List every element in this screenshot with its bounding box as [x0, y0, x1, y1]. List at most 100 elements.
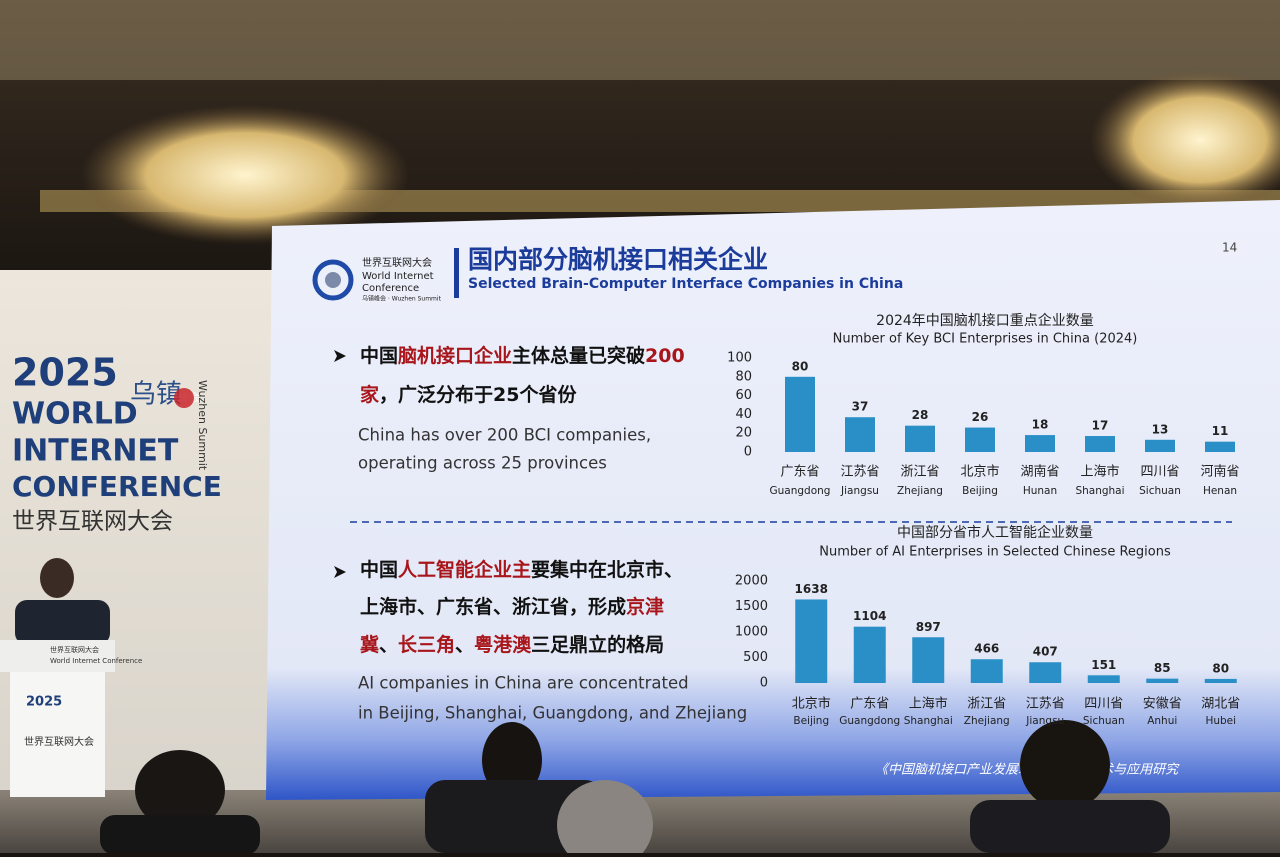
- page-number: 14: [1222, 241, 1237, 255]
- podium-year: 2025: [26, 695, 62, 710]
- value-label: 466: [974, 642, 999, 656]
- ceiling-panel: [0, 0, 1280, 80]
- value-label: 85: [1154, 661, 1171, 675]
- x-tick-label-en: Beijing: [793, 715, 829, 727]
- x-tick-label-en: Jiangsu: [1025, 715, 1064, 727]
- audience: [135, 750, 225, 830]
- logo-en: World Internet: [362, 271, 434, 282]
- audience: [1020, 720, 1110, 810]
- bullet-segment: 三足鼎立的格局: [531, 633, 664, 656]
- x-tick-label: 四川省: [1084, 697, 1123, 712]
- chart-title: 2024年中国脑机接口重点企业数量: [876, 312, 1094, 329]
- bar: [912, 637, 945, 683]
- podium-en: World Internet Conference: [50, 657, 142, 665]
- logo-en: Conference: [362, 283, 419, 294]
- bullet-segment: 中国: [360, 344, 398, 367]
- value-label: 1638: [795, 582, 828, 596]
- podium-cn2: 世界互联网大会: [24, 735, 94, 748]
- audience: [557, 780, 653, 857]
- banner-summit-en: Wuzhen Summit: [196, 380, 209, 471]
- y-tick-label: 40: [735, 407, 752, 422]
- x-tick-label-en: Hubei: [1205, 715, 1236, 727]
- x-tick-label: 浙江省: [967, 697, 1006, 712]
- value-label: 26: [972, 410, 989, 424]
- bullet-line: 上海市、广东省、浙江省，形成京津: [360, 595, 664, 618]
- bullet-segment: 粤港澳: [474, 633, 532, 656]
- bar: [1205, 441, 1235, 452]
- x-tick-label: 湖南省: [1020, 464, 1059, 480]
- value-label: 28: [912, 408, 929, 422]
- x-tick-label: 北京市: [960, 464, 999, 480]
- audience: [970, 800, 1170, 853]
- podium: [10, 672, 105, 797]
- bar: [853, 626, 886, 683]
- value-label: 11: [1212, 424, 1229, 438]
- slide-subtitle: Selected Brain-Computer Interface Compan…: [468, 276, 903, 292]
- bullet-en: in Beijing, Shanghai, Guangdong, and Zhe…: [358, 704, 747, 723]
- bullet-segment: 、: [455, 634, 474, 656]
- bar: [970, 659, 1003, 683]
- logo-summit: 乌镇峰会 · Wuzhen Summit: [362, 295, 442, 303]
- bullet-marker: [334, 350, 346, 362]
- value-label: 80: [1212, 661, 1229, 675]
- bullet-segment: 冀: [360, 633, 379, 656]
- x-tick-label: 湖北省: [1201, 697, 1240, 712]
- x-tick-label-en: Sichuan: [1083, 715, 1125, 727]
- value-label: 897: [916, 620, 941, 634]
- audience: [100, 815, 260, 855]
- chart-title: 中国部分省市人工智能企业数量: [897, 524, 1093, 541]
- x-tick-label-en: Guangdong: [839, 715, 900, 727]
- x-tick-label: 广东省: [780, 465, 819, 480]
- banner-year: 2025: [12, 351, 118, 395]
- banner-line: INTERNET: [12, 434, 179, 469]
- chart-subtitle: Number of Key BCI Enterprises in China (…: [833, 332, 1138, 347]
- speaker-head: [40, 558, 74, 598]
- bullet-en: China has over 200 BCI companies,: [358, 426, 651, 445]
- x-tick-label-en: Beijing: [962, 485, 998, 497]
- bar: [905, 425, 935, 452]
- bullet-en: AI companies in China are concentrated: [358, 674, 689, 693]
- bullet-segment: 200: [645, 345, 685, 367]
- x-tick-label: 河南省: [1200, 464, 1239, 480]
- bar: [845, 417, 875, 452]
- banner-cn: 世界互联网大会: [12, 509, 173, 535]
- banner-summit-cn: 乌镇: [130, 380, 182, 410]
- bullet-segment: 、: [379, 634, 398, 656]
- bar: [965, 427, 995, 452]
- speaker-body: [15, 600, 110, 645]
- bullet-segment: 要集中在北京市、: [531, 558, 683, 581]
- bullet-segment: 中国: [360, 558, 398, 581]
- logo: [312, 259, 354, 301]
- banner-line: WORLD: [12, 397, 138, 432]
- bullet-line: 冀、长三角、粤港澳三足鼎立的格局: [360, 633, 664, 656]
- value-label: 80: [792, 359, 809, 373]
- slide: [266, 200, 1280, 800]
- x-tick-label: 北京市: [792, 696, 831, 712]
- bar: [1085, 436, 1115, 452]
- y-tick-label: 60: [735, 388, 752, 403]
- seal: [174, 388, 194, 408]
- x-tick-label-en: Shanghai: [904, 715, 953, 727]
- x-tick-label-en: Henan: [1203, 485, 1237, 497]
- x-tick-label: 广东省: [850, 697, 889, 712]
- y-tick-label: 20: [735, 426, 752, 441]
- y-tick-label: 2000: [735, 574, 768, 589]
- logo-cn: 世界互联网大会: [362, 256, 432, 269]
- bar: [1146, 678, 1179, 683]
- x-tick-label-en: Shanghai: [1075, 485, 1124, 497]
- y-tick-label: 100: [727, 351, 752, 366]
- x-tick-label: 四川省: [1140, 465, 1179, 480]
- bullet-segment: ，广泛分布于25个省份: [379, 383, 577, 406]
- podium-cn: 世界互联网大会: [50, 645, 99, 654]
- title-bar: [454, 248, 459, 298]
- chandelier: [80, 105, 410, 245]
- x-tick-label-en: Guangdong: [770, 485, 831, 497]
- value-label: 1104: [853, 609, 886, 623]
- x-tick-label: 浙江省: [900, 465, 939, 480]
- bar: [1025, 435, 1055, 452]
- value-label: 13: [1152, 422, 1169, 436]
- value-label: 407: [1033, 645, 1058, 659]
- y-tick-label: 1000: [735, 625, 768, 640]
- x-tick-label-en: Anhui: [1147, 715, 1177, 727]
